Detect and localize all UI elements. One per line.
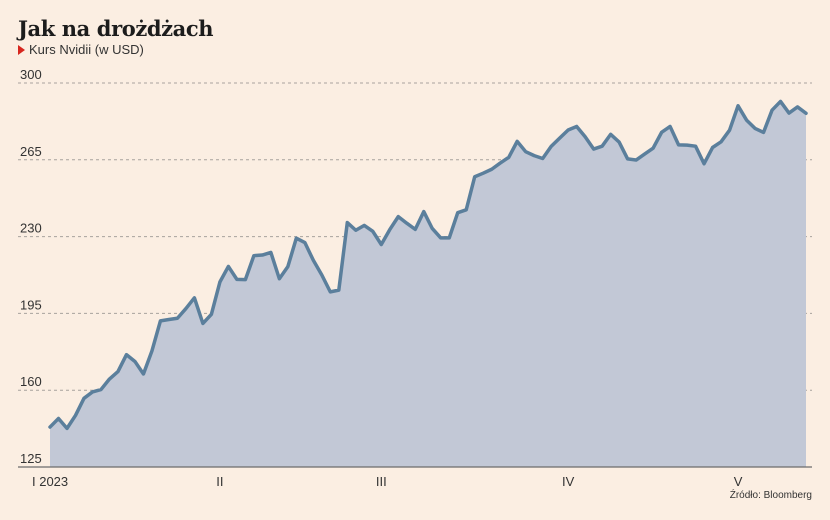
y-tick-label: 125 — [20, 451, 42, 466]
price-area-fill — [50, 101, 806, 468]
x-tick-label: V — [734, 474, 743, 489]
chart-subtitle-text: Kurs Nvidii (w USD) — [29, 42, 144, 57]
y-tick-label: 265 — [20, 144, 42, 159]
x-tick-label: III — [376, 474, 387, 489]
y-tick-label: 300 — [20, 67, 42, 82]
chart-subtitle: Kurs Nvidii (w USD) — [18, 42, 144, 57]
source-note: Źródło: Bloomberg — [729, 490, 812, 501]
y-tick-label: 230 — [20, 221, 42, 236]
red-triangle-icon — [18, 45, 25, 55]
price-line — [48, 99, 808, 431]
chart-title: Jak na drożdżach — [18, 16, 214, 41]
y-tick-label: 160 — [20, 374, 42, 389]
x-tick-label: IV — [562, 474, 575, 489]
x-tick-labels: I 2023 II III IV V — [32, 474, 743, 489]
x-tick-label: I 2023 — [32, 474, 68, 489]
x-tick-label: II — [216, 474, 223, 489]
y-tick-label: 195 — [20, 297, 42, 312]
y-tick-labels: 125 160 195 230 265 300 — [20, 67, 42, 466]
